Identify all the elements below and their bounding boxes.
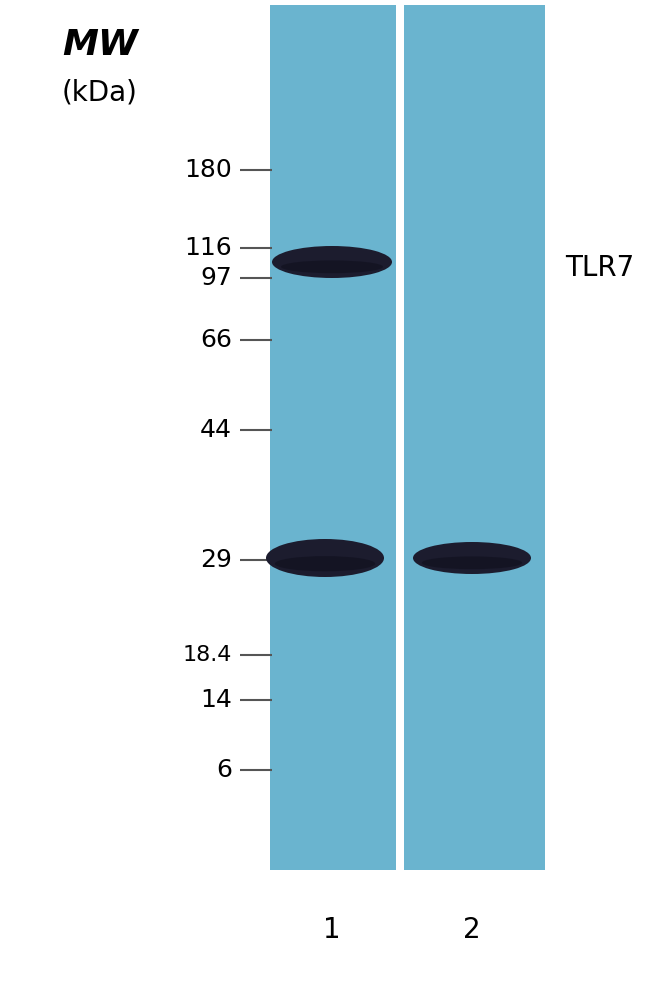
- Ellipse shape: [275, 556, 375, 572]
- Text: 2: 2: [463, 916, 481, 944]
- Bar: [396, 5, 404, 870]
- Bar: [270, 5, 545, 870]
- Ellipse shape: [413, 542, 531, 574]
- Text: 1: 1: [323, 916, 341, 944]
- Text: 18.4: 18.4: [183, 645, 232, 665]
- Text: MW: MW: [62, 28, 138, 62]
- Ellipse shape: [422, 557, 522, 569]
- Text: 180: 180: [184, 158, 232, 182]
- Text: 66: 66: [200, 328, 232, 352]
- Text: 44: 44: [200, 418, 232, 442]
- Ellipse shape: [272, 246, 392, 278]
- Text: 14: 14: [200, 688, 232, 712]
- Text: 6: 6: [216, 758, 232, 782]
- Text: 97: 97: [200, 266, 232, 290]
- Text: 116: 116: [184, 236, 232, 260]
- Text: TLR7: TLR7: [565, 254, 634, 282]
- Ellipse shape: [266, 539, 384, 577]
- Text: 29: 29: [200, 548, 232, 572]
- Text: (kDa): (kDa): [62, 78, 138, 106]
- Ellipse shape: [281, 260, 383, 273]
